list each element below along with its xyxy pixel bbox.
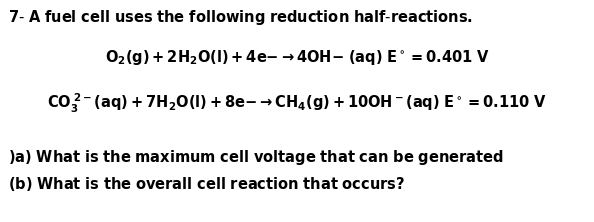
- Text: $\bf{(b)\ What\ is\ the\ overall\ cell\ reaction\ that\ occurs?}$: $\bf{(b)\ What\ is\ the\ overall\ cell\ …: [8, 175, 405, 193]
- Text: $\bf{7\text{-}\ A\ fuel\ cell\ uses\ the\ following\ reduction\ half\text{-}reac: $\bf{7\text{-}\ A\ fuel\ cell\ uses\ the…: [8, 8, 473, 27]
- Text: $\mathbf{O_2(g) + 2H_2O(l) + 4e{-} \rightarrow 4OH{-}\ (aq)\ E^\circ = 0.401\ V}: $\mathbf{O_2(g) + 2H_2O(l) + 4e{-} \righ…: [105, 48, 489, 67]
- Text: $\bf{)a)\ What\ is\ the\ maximum\ cell\ voltage\ that\ can\ be\ generated}$: $\bf{)a)\ What\ is\ the\ maximum\ cell\ …: [8, 148, 504, 167]
- Text: $\mathbf{CO_3^{\ 2-}(aq) + 7H_2O(l) + 8e{-} \rightarrow CH_4(g) + 10OH^-(aq)\ E^: $\mathbf{CO_3^{\ 2-}(aq) + 7H_2O(l) + 8e…: [47, 92, 547, 115]
